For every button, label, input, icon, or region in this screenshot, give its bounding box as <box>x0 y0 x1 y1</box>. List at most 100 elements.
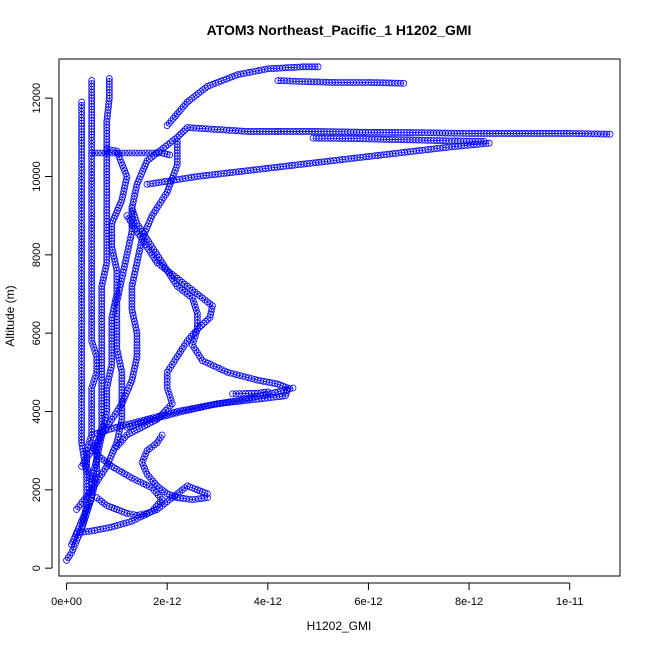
data-point <box>141 149 149 157</box>
data-point <box>197 88 205 96</box>
data-point <box>101 149 109 157</box>
data-point <box>88 103 96 110</box>
data-point <box>105 86 113 94</box>
data-point <box>192 91 200 99</box>
y-tick-label: 6000 <box>31 321 43 345</box>
data-point <box>245 374 253 382</box>
data-point <box>190 300 198 308</box>
x-axis-label: H1202_GMI <box>307 619 372 633</box>
data-point <box>131 213 139 221</box>
data-point <box>224 368 231 376</box>
data-point <box>78 101 86 109</box>
data-point <box>283 386 291 393</box>
data-point <box>88 133 96 141</box>
y-tick-label: 4000 <box>31 399 43 423</box>
data-point <box>119 436 127 444</box>
data-point <box>93 353 101 361</box>
data-point <box>88 149 96 157</box>
data-point <box>148 153 156 161</box>
data-point <box>156 493 164 501</box>
data-point <box>171 112 179 120</box>
data-point <box>69 546 77 553</box>
data-point <box>154 491 162 499</box>
data-point <box>236 372 244 379</box>
data-point <box>137 417 145 425</box>
data-point <box>89 340 97 348</box>
data-point <box>168 400 176 408</box>
y-tick-label: 8000 <box>31 243 43 267</box>
data-point <box>169 137 176 145</box>
data-point <box>152 413 160 421</box>
x-tick-label: 2e-12 <box>153 596 181 608</box>
series-9 <box>274 128 614 138</box>
data-point <box>173 140 181 148</box>
data-point <box>103 145 111 153</box>
data-point <box>190 335 198 343</box>
data-point <box>155 412 163 420</box>
data-point <box>122 421 130 429</box>
data-point <box>230 370 237 378</box>
data-point <box>248 375 256 383</box>
x-axis: 0e+00 2e-12 4e-12 6e-12 8e-12 1e-11 <box>51 582 583 608</box>
data-point <box>129 207 137 215</box>
data-point <box>274 388 282 396</box>
series-16 <box>88 145 131 486</box>
data-point <box>181 126 189 133</box>
data-point <box>166 151 174 159</box>
data-point <box>163 381 171 389</box>
series-line <box>232 391 268 395</box>
data-point <box>192 328 200 336</box>
data-point <box>189 297 197 305</box>
data-point <box>88 125 96 133</box>
data-point <box>142 450 150 458</box>
data-point <box>201 84 209 92</box>
data-point <box>78 98 86 106</box>
data-point <box>88 108 96 116</box>
x-tick-label: 1e-11 <box>556 596 583 608</box>
data-point <box>88 100 96 108</box>
data-point <box>232 390 240 398</box>
data-point <box>106 146 114 154</box>
data-point <box>142 467 150 475</box>
data-point <box>239 372 247 380</box>
data-point <box>88 119 96 127</box>
data-point <box>227 369 234 377</box>
data-point <box>195 89 202 97</box>
data-point <box>140 416 148 424</box>
data-point <box>88 114 96 122</box>
series-14 <box>88 384 297 439</box>
data-point <box>206 314 214 321</box>
data-point <box>88 77 96 84</box>
data-point <box>125 420 133 428</box>
data-point <box>254 389 262 397</box>
data-point <box>164 410 172 418</box>
data-point <box>130 511 138 519</box>
data-point <box>181 101 189 108</box>
data-point <box>186 96 193 104</box>
data-point <box>93 356 101 364</box>
data-point <box>158 412 166 419</box>
data-point <box>125 518 133 526</box>
data-point <box>126 510 134 518</box>
chart-title: ATOM3 Northeast_Pacific_1 H1202_GMI <box>207 22 472 38</box>
series-13 <box>73 439 166 537</box>
data-point <box>95 149 102 157</box>
data-point <box>166 393 174 401</box>
data-point <box>88 122 96 130</box>
data-point <box>167 409 175 417</box>
data-point <box>143 415 151 423</box>
data-point <box>163 122 171 129</box>
data-point <box>123 509 131 517</box>
data-point <box>145 155 153 163</box>
data-point <box>91 149 99 157</box>
data-point <box>139 456 147 463</box>
data-point <box>115 440 123 448</box>
data-point <box>89 381 97 389</box>
data-point <box>86 437 94 445</box>
data-point <box>159 144 167 152</box>
data-point <box>156 498 164 506</box>
series-11 <box>143 139 493 188</box>
series-line <box>146 142 490 185</box>
